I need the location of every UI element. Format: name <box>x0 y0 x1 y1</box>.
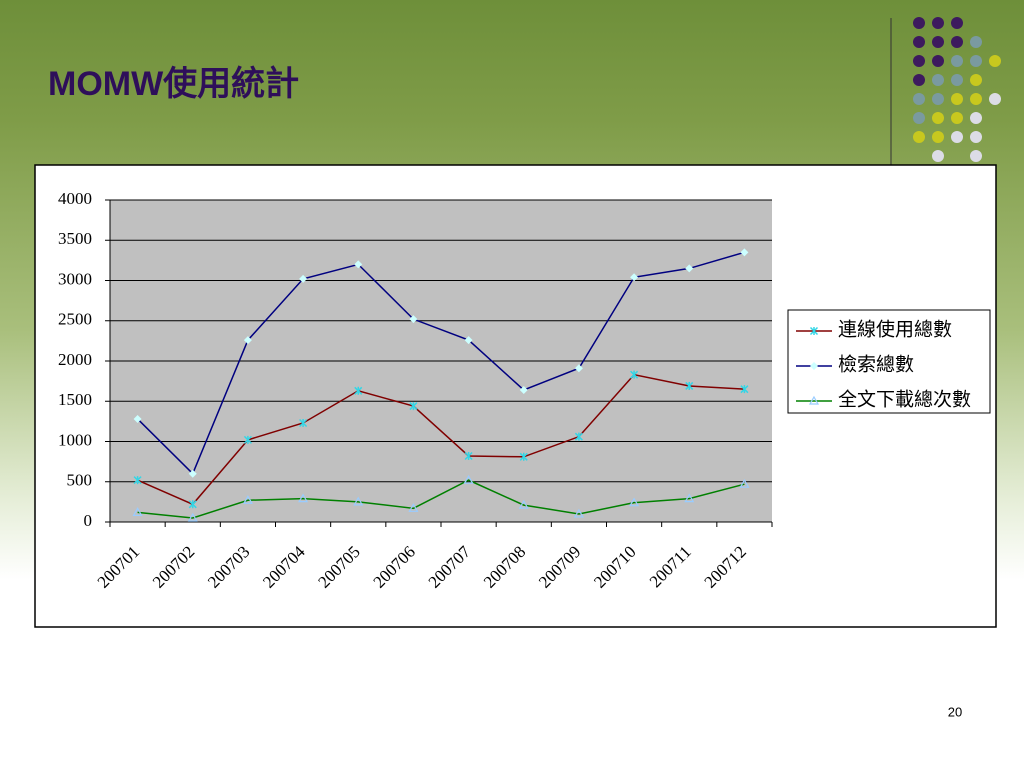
y-tick-label: 0 <box>84 511 93 530</box>
point <box>739 478 750 488</box>
y-tick-label: 2000 <box>58 350 92 369</box>
point <box>630 273 639 282</box>
point <box>408 503 419 512</box>
legend-marker <box>808 395 820 405</box>
y-tick-label: 1500 <box>58 390 92 409</box>
legend-box <box>787 309 991 414</box>
point <box>464 336 473 345</box>
y-tick-label: 1000 <box>58 430 92 449</box>
y-tick-label: 4000 <box>58 189 92 208</box>
legend-label: 連線使用總數 <box>838 318 952 340</box>
point <box>187 512 198 522</box>
legend-marker <box>810 362 818 370</box>
point <box>464 451 473 461</box>
point <box>299 274 308 283</box>
point <box>685 381 694 390</box>
series-line <box>137 479 745 519</box>
legend-label: 檢索總數 <box>838 353 914 375</box>
y-tick-label: 3500 <box>58 229 92 248</box>
point <box>630 370 639 379</box>
point <box>574 364 583 373</box>
point <box>519 452 528 461</box>
point <box>463 474 474 484</box>
point <box>518 499 529 509</box>
point <box>354 260 363 269</box>
point <box>740 385 749 394</box>
point <box>243 336 252 345</box>
slide-title: MOMW使用統計 <box>48 65 299 103</box>
point <box>188 500 197 509</box>
point <box>242 495 253 504</box>
series-line <box>137 373 745 506</box>
y-tick-label: 2500 <box>58 310 92 329</box>
dot-decoration <box>913 17 1001 162</box>
series-line <box>137 251 745 476</box>
point <box>299 418 308 428</box>
point <box>685 264 694 273</box>
point <box>740 248 749 257</box>
point <box>298 493 309 503</box>
legend-label: 全文下載總次數 <box>838 388 971 410</box>
point <box>243 435 252 444</box>
point <box>354 386 363 395</box>
point <box>409 402 418 411</box>
point <box>519 385 528 394</box>
point <box>133 414 142 423</box>
point <box>684 493 695 503</box>
page-number: 20 <box>948 704 962 719</box>
legend-marker <box>809 326 819 336</box>
point <box>574 432 583 441</box>
point <box>133 476 142 485</box>
point <box>132 507 143 516</box>
point <box>409 315 418 324</box>
point <box>188 469 197 478</box>
point <box>573 508 584 518</box>
y-tick-label: 3000 <box>58 269 92 288</box>
point <box>629 497 640 507</box>
point <box>353 496 364 506</box>
y-tick-label: 500 <box>67 471 93 490</box>
